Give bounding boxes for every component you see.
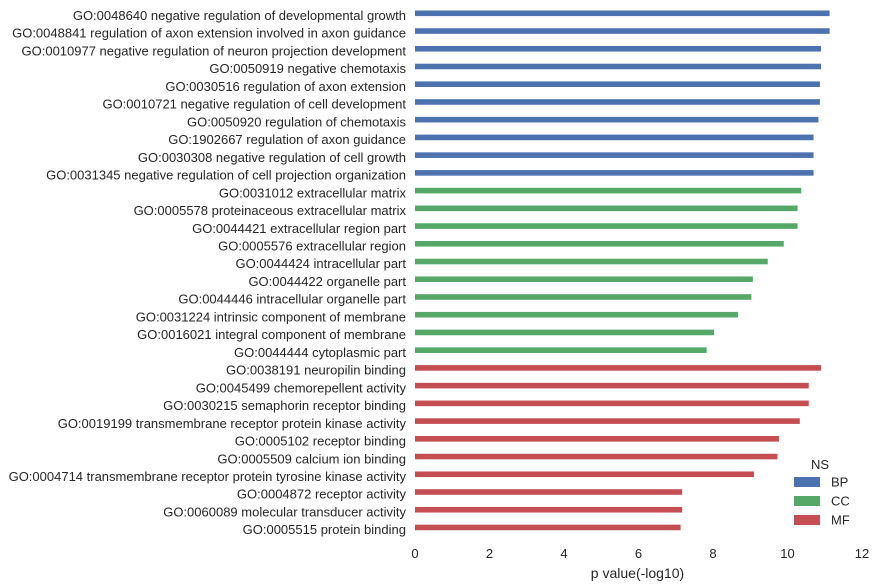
bar-cc bbox=[415, 187, 802, 194]
bar-cc bbox=[415, 240, 784, 247]
category-label: GO:0045499 chemorepellent activity bbox=[196, 380, 407, 395]
category-label: GO:0048841 regulation of axon extension … bbox=[12, 26, 406, 41]
bar-mf bbox=[415, 471, 754, 478]
x-tick-label: 4 bbox=[560, 546, 567, 561]
bar-mf bbox=[415, 489, 683, 495]
x-tick-label: 2 bbox=[486, 546, 493, 561]
legend-label-mf: MF bbox=[831, 513, 850, 528]
bar-cc bbox=[415, 258, 768, 265]
category-label: GO:0031012 extracellular matrix bbox=[219, 185, 407, 200]
bar-mf bbox=[415, 453, 778, 460]
bar-bp bbox=[415, 99, 820, 105]
legend-swatch-bp bbox=[794, 477, 820, 487]
category-label: GO:0044422 organelle part bbox=[248, 274, 406, 289]
category-label: GO:0030516 regulation of axon extension bbox=[165, 79, 406, 94]
category-label: GO:0004872 receptor activity bbox=[237, 487, 407, 502]
category-label: GO:0060089 molecular transducer activity bbox=[163, 504, 406, 519]
legend-entries: BP CC MF bbox=[794, 475, 850, 528]
legend-swatch-mf bbox=[794, 515, 820, 525]
category-label: GO:0005509 calcium ion binding bbox=[217, 451, 406, 466]
x-axis-title: p value(-log10) bbox=[591, 565, 684, 581]
bar-cc bbox=[415, 329, 715, 336]
x-tick-label: 0 bbox=[411, 546, 418, 561]
category-label: GO:0005515 protein binding bbox=[243, 522, 406, 537]
bar-mf bbox=[415, 418, 800, 424]
bar-bp bbox=[415, 63, 822, 70]
category-label: GO:0005102 receptor binding bbox=[235, 434, 406, 449]
category-label: GO:0038191 neuropilin binding bbox=[226, 363, 406, 378]
category-labels: GO:0048640 negative regulation of develo… bbox=[9, 8, 407, 537]
bar-cc bbox=[415, 347, 707, 353]
bar-mf bbox=[415, 524, 681, 531]
legend-title: NS bbox=[811, 457, 829, 472]
bar-mf bbox=[415, 506, 683, 513]
category-label: GO:0031345 negative regulation of cell p… bbox=[46, 168, 406, 183]
bar-bp bbox=[415, 152, 814, 158]
bar-bp bbox=[415, 81, 820, 88]
bar-mf bbox=[415, 400, 809, 407]
x-tick-label: 12 bbox=[855, 546, 869, 561]
bar-cc bbox=[415, 205, 798, 212]
category-label: GO:0048640 negative regulation of develo… bbox=[73, 8, 406, 23]
bar-bp bbox=[415, 116, 819, 123]
x-tick-label: 10 bbox=[780, 546, 794, 561]
category-label: GO:0044446 intracellular organelle part bbox=[178, 292, 406, 307]
category-label: GO:0050919 negative chemotaxis bbox=[209, 61, 406, 76]
category-label: GO:0030308 negative regulation of cell g… bbox=[138, 150, 406, 165]
category-label: GO:0004714 transmembrane receptor protei… bbox=[9, 469, 407, 484]
bar-cc bbox=[415, 276, 753, 283]
x-tick-label: 6 bbox=[635, 546, 642, 561]
legend: NS BP CC MF bbox=[794, 457, 850, 528]
category-label: GO:0044424 intracellular part bbox=[235, 256, 406, 271]
category-label: GO:0005578 proteinaceous extracellular m… bbox=[134, 203, 407, 218]
bar-mf bbox=[415, 382, 809, 389]
bar-cc bbox=[415, 311, 738, 318]
bar-bp bbox=[415, 170, 814, 176]
category-label: GO:0044444 cytoplasmic part bbox=[234, 345, 406, 360]
category-label: GO:0044421 extracellular region part bbox=[192, 221, 406, 236]
category-label: GO:0005576 extracellular region bbox=[218, 238, 406, 253]
bar-bp bbox=[415, 134, 814, 141]
bar-cc bbox=[415, 294, 752, 300]
category-label: GO:0010977 negative regulation of neuron… bbox=[22, 43, 407, 58]
category-label: GO:0016021 integral component of membran… bbox=[137, 327, 406, 342]
category-label: GO:0019199 transmembrane receptor protei… bbox=[58, 416, 407, 431]
bar-cc bbox=[415, 223, 798, 229]
category-label: GO:0010721 negative regulation of cell d… bbox=[102, 97, 406, 112]
bar-mf bbox=[415, 365, 822, 371]
legend-label-bp: BP bbox=[831, 475, 848, 490]
bar-bp bbox=[415, 10, 830, 17]
category-label: GO:1902667 regulation of axon guidance bbox=[168, 132, 406, 147]
category-label: GO:0031224 intrinsic component of membra… bbox=[136, 309, 406, 324]
legend-swatch-cc bbox=[794, 496, 820, 506]
category-label: GO:0030215 semaphorin receptor binding bbox=[163, 398, 406, 413]
bar-bp bbox=[415, 28, 830, 34]
bar-mf bbox=[415, 436, 779, 442]
legend-label-cc: CC bbox=[831, 494, 850, 509]
x-tick-label: 8 bbox=[709, 546, 716, 561]
x-axis-ticks: 0 2 4 6 8 10 12 bbox=[411, 546, 869, 561]
category-label: GO:0050920 regulation of chemotaxis bbox=[187, 114, 406, 129]
bar-bp bbox=[415, 45, 822, 52]
bars-layer bbox=[415, 10, 830, 531]
